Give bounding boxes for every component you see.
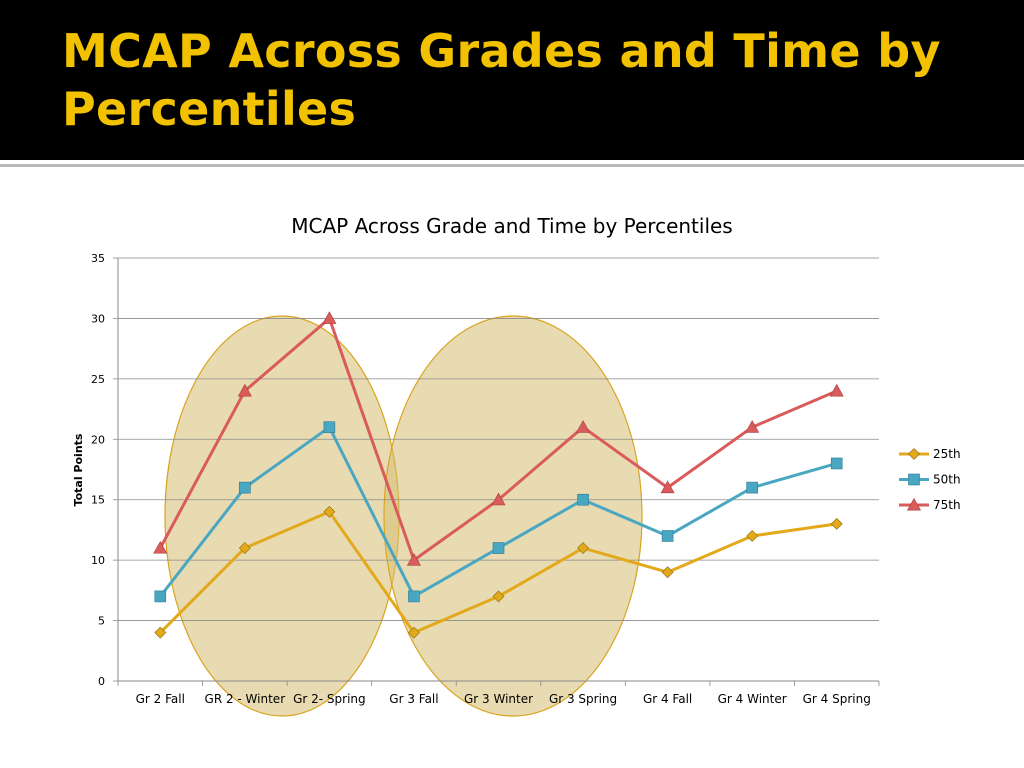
- legend-marker-50th: [908, 473, 920, 486]
- highlight-ellipse-grade-3: [383, 315, 643, 717]
- data-point-75th: [406, 553, 421, 566]
- chart-title: MCAP Across Grade and Time by Percentile…: [291, 214, 732, 238]
- data-point-50th: [408, 590, 420, 603]
- x-tick-label: Gr 2- Spring: [293, 692, 366, 706]
- data-point-75th: [829, 383, 844, 397]
- slide-title: MCAP Across Grades and Time by Percentil…: [62, 24, 941, 136]
- data-point-50th: [661, 530, 674, 542]
- data-point-25th: [746, 530, 759, 542]
- data-point-50th: [323, 421, 336, 434]
- data-point-50th: [577, 493, 589, 506]
- data-point-75th: [576, 420, 591, 433]
- data-point-75th: [745, 420, 760, 433]
- y-tick-label: 5: [98, 615, 105, 628]
- data-point-25th: [830, 517, 843, 530]
- legend-marker-75th: [906, 497, 922, 511]
- x-tick-label: Gr 4 Fall: [643, 692, 692, 706]
- data-point-25th: [154, 626, 167, 639]
- x-tick-label: Gr 4 Winter: [718, 692, 787, 706]
- y-axis-title: Total Points: [72, 433, 85, 506]
- data-point-25th: [408, 626, 420, 639]
- x-tick-label: Gr 3 Fall: [389, 692, 438, 706]
- data-point-25th: [323, 505, 336, 518]
- data-point-25th: [238, 542, 251, 554]
- x-tick-label: GR 2 - Winter: [205, 692, 286, 706]
- data-point-50th: [830, 457, 843, 470]
- legend-label-50th: 50th: [933, 473, 961, 487]
- data-point-75th: [660, 480, 675, 494]
- data-point-25th: [577, 542, 589, 554]
- data-point-75th: [491, 492, 506, 506]
- data-point-50th: [154, 590, 167, 603]
- data-point-75th: [322, 311, 337, 324]
- data-point-50th: [746, 481, 758, 494]
- y-tick-label: 10: [91, 554, 105, 567]
- y-tick-label: 15: [91, 494, 105, 507]
- legend-marker-25th: [908, 448, 920, 460]
- highlight-ellipse-grade-2: [164, 315, 400, 717]
- header-divider: [0, 164, 1024, 167]
- data-point-25th: [661, 566, 674, 579]
- x-tick-label: Gr 3 Spring: [549, 692, 617, 706]
- legend-label-25th: 25th: [933, 447, 961, 461]
- y-tick-label: 35: [91, 252, 105, 265]
- y-tick-label: 25: [91, 373, 105, 386]
- slide-header: MCAP Across Grades and Time by Percentil…: [0, 0, 1024, 160]
- data-point-50th: [492, 542, 505, 554]
- y-tick-label: 20: [91, 433, 105, 446]
- x-tick-label: Gr 3 Winter: [464, 692, 533, 706]
- data-point-75th: [237, 383, 252, 397]
- data-point-25th: [492, 590, 505, 603]
- data-point-75th: [153, 540, 168, 554]
- data-point-50th: [239, 481, 251, 494]
- y-tick-label: 30: [91, 312, 105, 325]
- x-tick-label: Gr 2 Fall: [136, 692, 185, 706]
- y-tick-label: 0: [98, 675, 105, 688]
- legend-label-75th: 75th: [933, 498, 961, 512]
- x-tick-label: Gr 4 Spring: [803, 692, 871, 706]
